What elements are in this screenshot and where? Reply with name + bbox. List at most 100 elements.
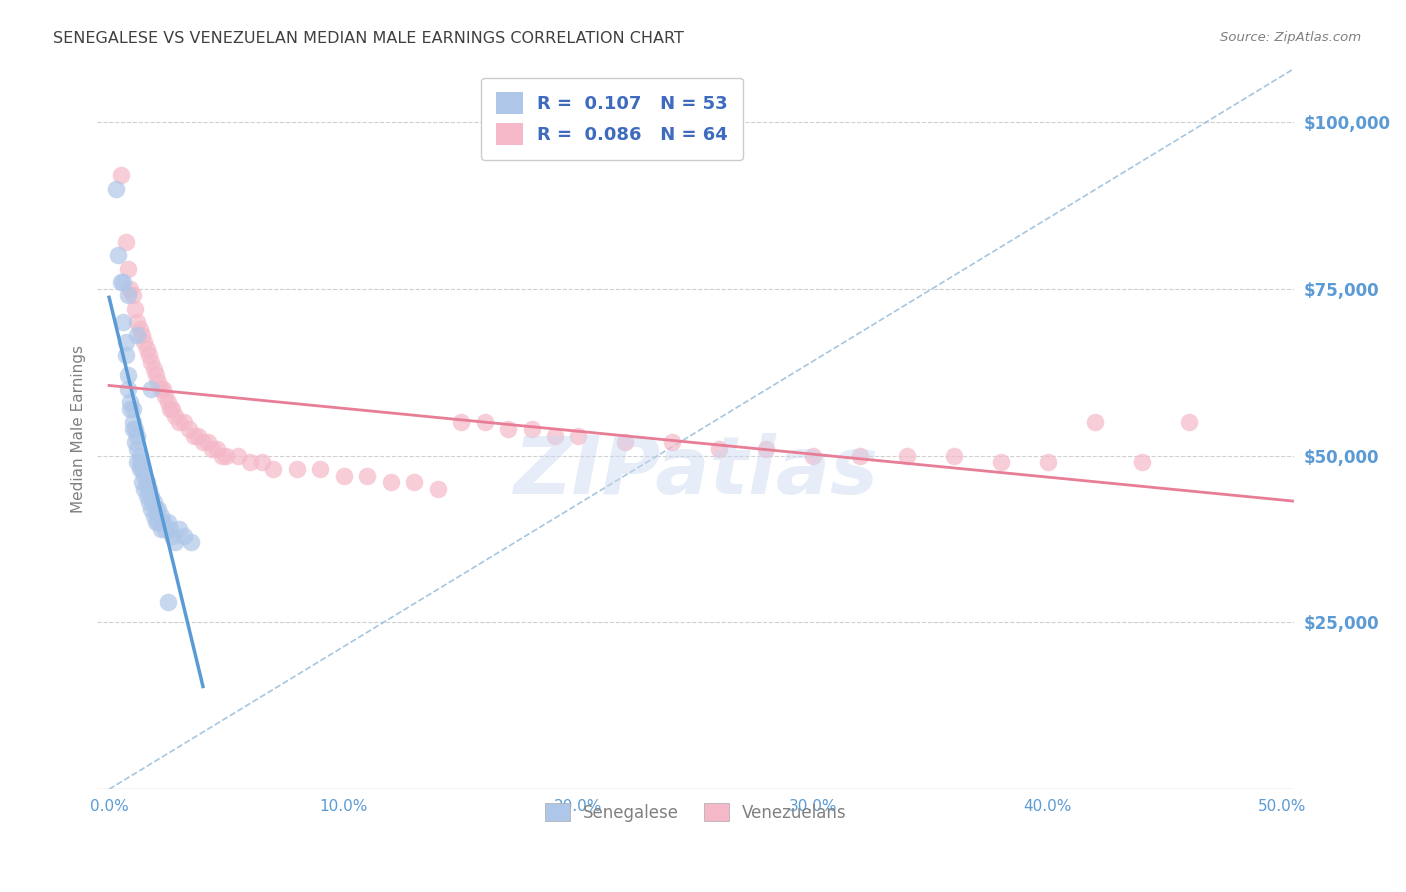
Point (110, 275, 132, 289)
Point (173, 415, 195, 429)
Point (177, 422, 200, 436)
Point (134, 335, 156, 350)
Point (183, 428, 205, 442)
Point (120, 395, 142, 409)
Point (849, 449, 872, 463)
Point (661, 435, 683, 450)
Point (309, 462, 332, 476)
Text: ZIPatlas: ZIPatlas (513, 434, 879, 511)
Point (127, 328, 149, 343)
Point (156, 395, 179, 409)
Point (112, 275, 135, 289)
Point (141, 489, 163, 503)
Point (127, 442, 149, 456)
Point (121, 422, 143, 436)
Point (128, 462, 150, 476)
Point (142, 495, 165, 509)
Point (117, 261, 139, 276)
Point (520, 422, 543, 436)
Point (152, 382, 174, 396)
Point (120, 401, 142, 416)
Point (1177, 415, 1199, 429)
Point (135, 475, 157, 490)
Point (169, 415, 191, 429)
Point (142, 361, 165, 376)
Point (148, 502, 170, 516)
Point (121, 288, 143, 302)
Point (105, 181, 128, 195)
Point (201, 442, 224, 456)
Point (205, 442, 228, 456)
Point (155, 522, 177, 536)
Point (127, 455, 149, 469)
Point (149, 508, 172, 523)
Point (124, 301, 146, 316)
Point (1084, 415, 1107, 429)
Point (1036, 455, 1059, 469)
Point (138, 495, 160, 509)
Point (191, 435, 214, 450)
Point (156, 595, 179, 609)
Point (142, 508, 165, 523)
Point (211, 449, 233, 463)
Point (896, 449, 918, 463)
Point (801, 449, 824, 463)
Point (135, 342, 157, 356)
Point (173, 528, 195, 542)
Point (197, 435, 219, 450)
Point (148, 516, 170, 530)
Point (128, 322, 150, 336)
Y-axis label: Median Male Earnings: Median Male Earnings (72, 345, 86, 513)
Point (134, 468, 156, 483)
Point (990, 455, 1012, 469)
Point (333, 468, 356, 483)
Point (356, 468, 378, 483)
Point (131, 328, 153, 343)
Point (450, 415, 472, 429)
Point (117, 382, 139, 396)
Point (544, 428, 567, 442)
Point (180, 535, 202, 549)
Point (131, 475, 153, 490)
Point (114, 235, 136, 249)
Point (404, 475, 426, 490)
Point (709, 442, 731, 456)
Point (162, 528, 184, 542)
Point (1130, 455, 1153, 469)
Legend: Senegalese, Venezuelans: Senegalese, Venezuelans (531, 790, 860, 835)
Point (145, 516, 167, 530)
Point (127, 315, 149, 329)
Point (250, 455, 273, 469)
Point (380, 475, 402, 490)
Point (145, 502, 167, 516)
Point (117, 288, 139, 302)
Point (567, 428, 589, 442)
Point (152, 516, 174, 530)
Point (496, 422, 519, 436)
Point (159, 401, 181, 416)
Point (215, 449, 238, 463)
Point (187, 428, 209, 442)
Point (149, 522, 172, 536)
Point (149, 382, 172, 396)
Point (135, 489, 157, 503)
Point (107, 248, 129, 262)
Point (128, 455, 150, 469)
Point (155, 388, 177, 402)
Point (112, 315, 135, 329)
Point (162, 401, 184, 416)
Point (156, 516, 179, 530)
Text: Source: ZipAtlas.com: Source: ZipAtlas.com (1220, 31, 1361, 45)
Point (285, 462, 308, 476)
Point (239, 455, 262, 469)
Point (124, 422, 146, 436)
Point (124, 435, 146, 450)
Point (226, 449, 249, 463)
Point (120, 282, 142, 296)
Point (138, 482, 160, 496)
Point (141, 355, 163, 369)
Point (145, 368, 167, 383)
Point (159, 522, 181, 536)
Point (131, 462, 153, 476)
Point (943, 449, 966, 463)
